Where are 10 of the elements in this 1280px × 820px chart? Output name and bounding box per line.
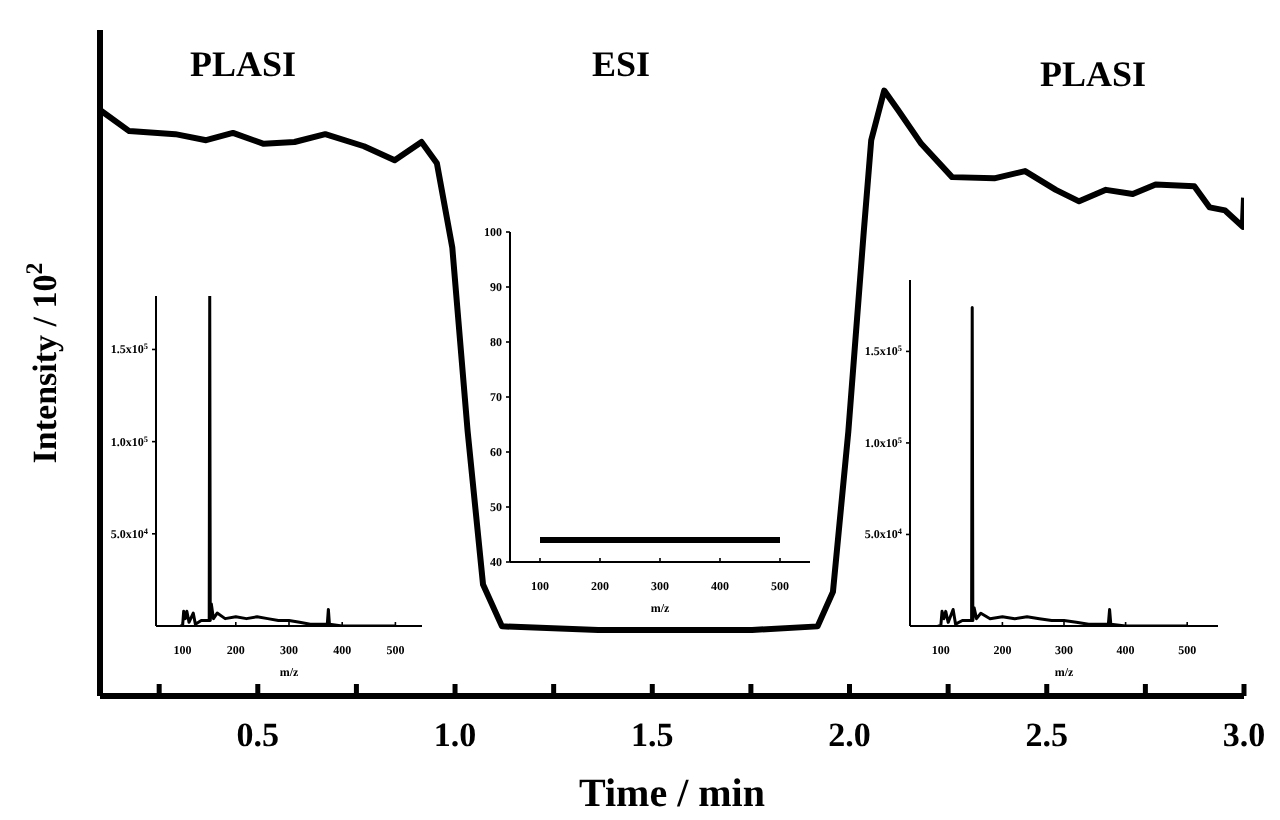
- text: PLASI: [190, 44, 297, 86]
- text: 1.0: [433, 716, 477, 754]
- text: ESI: [592, 44, 651, 86]
- x-axis-title: Time / min: [579, 772, 765, 816]
- x-tick-label: 2.5: [1025, 716, 1069, 754]
- x-tick-label: 1.5: [631, 716, 674, 754]
- x-tick-label: 0.5: [236, 716, 280, 754]
- text: 2.0: [828, 716, 871, 754]
- text: 3.0: [1222, 716, 1266, 754]
- annotation: PLASI: [1040, 54, 1147, 96]
